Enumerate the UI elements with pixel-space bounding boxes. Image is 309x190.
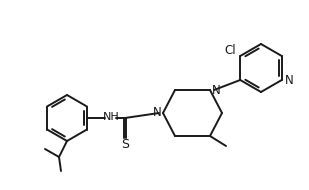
Text: NH: NH (103, 112, 119, 122)
Text: N: N (212, 83, 220, 97)
Text: Cl: Cl (224, 44, 236, 58)
Text: N: N (153, 107, 161, 120)
Text: S: S (121, 139, 129, 151)
Text: N: N (284, 74, 293, 86)
